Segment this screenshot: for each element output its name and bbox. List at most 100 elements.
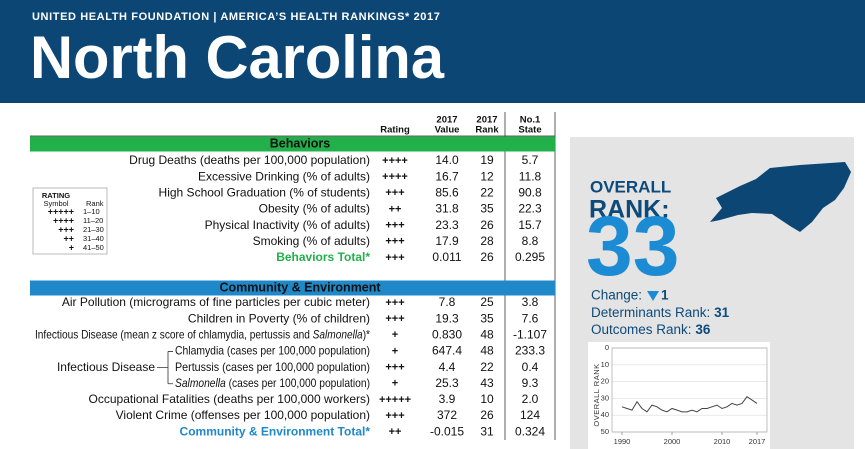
rank-line [621, 396, 758, 413]
legend-rank: 41–50 [83, 243, 104, 252]
cell-rating: +++ [385, 297, 404, 309]
total-label: Community & Environment Total* [180, 424, 371, 438]
cell-value: 0.830 [432, 327, 462, 341]
group-bracket [157, 351, 173, 385]
header-band [0, 0, 865, 103]
legend-rank: 31–40 [83, 234, 104, 243]
cell-rating: + [392, 345, 398, 357]
cell-value: 31.8 [435, 202, 459, 216]
chart-box [588, 342, 770, 449]
legend-symbol: +++ [58, 224, 74, 234]
cell-rating: +++ [385, 220, 404, 232]
cell-best: 15.7 [518, 218, 542, 232]
y-tick-label: 20 [601, 377, 609, 386]
cell-rank: 25 [480, 295, 494, 309]
cell-best: 22.3 [518, 202, 542, 216]
cell-rating: +++++ [379, 394, 411, 406]
cell-rating: ++ [389, 203, 402, 215]
org-line: UNITED HEALTH FOUNDATION | AMERICA’S HEA… [32, 11, 440, 23]
cell-rank: 26 [480, 250, 494, 264]
measure: Violent Crime (offenses per 100,000 popu… [116, 408, 370, 422]
cell-best: 0.324 [515, 424, 545, 438]
cell-value: -0.015 [430, 424, 464, 438]
change-value: 1 [661, 288, 669, 303]
legend-symbol: ++++ [53, 215, 74, 225]
total-label: Behaviors Total* [276, 250, 370, 264]
cell-best: 2.0 [522, 392, 539, 406]
determinants: Determinants Rank: 31 [591, 305, 730, 320]
measure-part: Salmonella [313, 327, 363, 341]
cell-value: 4.4 [439, 360, 456, 374]
cell-best: 7.6 [522, 311, 539, 325]
cell-value: 647.4 [432, 344, 462, 358]
legend-symbol: +++++ [48, 206, 74, 216]
legend-rank: 21–30 [83, 225, 104, 234]
cell-value: 16.7 [435, 169, 459, 183]
cell-best: 0.295 [515, 250, 545, 264]
cell-value: 19.3 [435, 311, 459, 325]
measure: Chlamydia (cases per 100,000 population) [175, 344, 370, 358]
x-tick-label: 1990 [614, 437, 631, 446]
outcomes-label: Outcomes Rank: [591, 322, 692, 337]
cell-rank: 12 [480, 169, 494, 183]
cell-rank: 26 [480, 218, 494, 232]
measure-part: Salmonella [175, 376, 226, 390]
cell-best: -1.107 [513, 327, 547, 341]
cell-rank: 26 [480, 408, 494, 422]
outcomes-rank: 36 [695, 322, 711, 337]
cell-value: 85.6 [435, 185, 459, 199]
section-bar [30, 280, 555, 296]
y-tick-label: 40 [601, 410, 609, 419]
determinants-label: Determinants Rank: [591, 305, 710, 320]
column-header: No.1 [520, 115, 541, 126]
cell-value: 17.9 [435, 234, 459, 248]
column-header: Rating [380, 125, 410, 136]
cell-rating: +++ [385, 313, 404, 325]
y-tick-label: 10 [601, 360, 609, 369]
x-tick-label: 2017 [749, 437, 766, 446]
column-header: 2017 [476, 115, 497, 126]
cell-rating: +++ [385, 362, 404, 374]
cell-best: 11.8 [519, 169, 542, 183]
legend-rank: 1–10 [83, 207, 100, 216]
x-tick-label: 2010 [714, 437, 731, 446]
y-tick-label: 0 [605, 343, 609, 352]
cell-value: 0.011 [432, 250, 461, 264]
cell-rating: ++++ [382, 155, 408, 167]
cell-rating: +++ [385, 252, 404, 264]
state-title: North Carolina [30, 24, 445, 91]
measure: Drug Deaths (deaths per 100,000 populati… [129, 153, 370, 167]
cell-best: 8.8 [522, 234, 539, 248]
cell-rank: 31 [480, 424, 494, 438]
cell-rating: ++++ [382, 171, 408, 183]
cell-rank: 48 [480, 344, 494, 358]
column-header: 2017 [436, 115, 457, 126]
plot-frame [611, 347, 768, 433]
header: UNITED HEALTH FOUNDATION | AMERICA’S HEA… [0, 0, 865, 103]
cell-rank: 43 [480, 376, 494, 390]
measure-part: Infectious Disease (mean z score of chla… [35, 327, 313, 341]
cell-rating: +++ [385, 410, 404, 422]
cell-rank: 28 [480, 234, 494, 248]
cell-best: 9.3 [522, 376, 539, 390]
cell-rating: + [392, 329, 398, 341]
legend-col: Rank [86, 199, 104, 208]
measure: Salmonella (cases per 100,000 population… [175, 376, 370, 390]
group-label: Infectious Disease [57, 360, 155, 374]
cell-rating: +++ [385, 187, 404, 199]
column-header: Value [435, 125, 460, 136]
y-tick-label: 50 [601, 427, 609, 436]
cell-rating: + [392, 378, 398, 390]
measure-part: (cases per 100,000 population) [226, 376, 370, 390]
rating-legend-box [32, 187, 108, 255]
measure: Infectious Disease (mean z score of chla… [35, 327, 370, 341]
cell-rank: 35 [480, 311, 494, 325]
cell-value: 3.9 [439, 392, 456, 406]
change-label: Change: [591, 288, 642, 303]
cell-best: 124 [520, 408, 540, 422]
measure: Children in Poverty (% of children) [188, 311, 370, 325]
cell-value: 7.8 [439, 295, 456, 309]
cell-best: 90.8 [518, 185, 542, 199]
cell-rating: +++ [385, 236, 404, 248]
